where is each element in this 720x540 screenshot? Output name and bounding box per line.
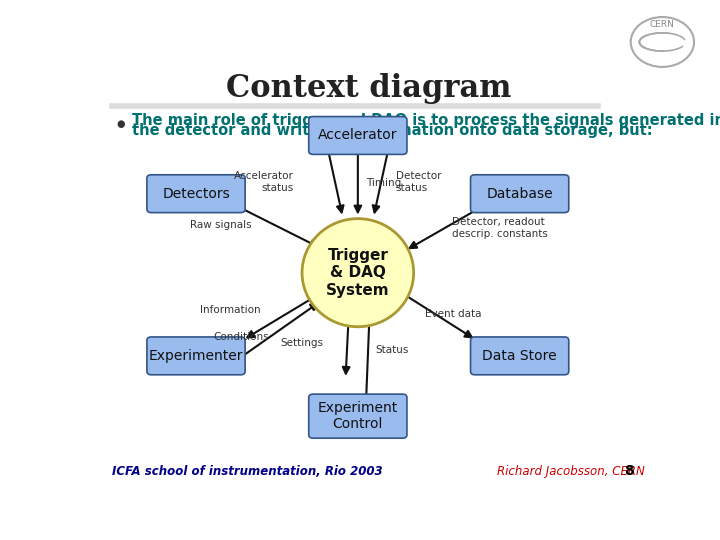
Text: Accelerator: Accelerator [318, 129, 397, 143]
Text: Detector, readout
descrip. constants: Detector, readout descrip. constants [451, 217, 547, 239]
Text: Detector
status: Detector status [396, 171, 441, 193]
Text: Event data: Event data [425, 309, 481, 319]
Text: Settings: Settings [280, 339, 323, 348]
FancyBboxPatch shape [147, 337, 245, 375]
FancyBboxPatch shape [471, 337, 569, 375]
FancyBboxPatch shape [147, 175, 245, 213]
FancyBboxPatch shape [309, 394, 407, 438]
Text: Detectors: Detectors [162, 187, 230, 201]
Text: Experimenter: Experimenter [149, 349, 243, 363]
Text: Status: Status [376, 345, 409, 355]
Text: Richard Jacobsson, CERN: Richard Jacobsson, CERN [498, 465, 645, 478]
Text: Experiment
Control: Experiment Control [318, 401, 398, 431]
Text: Context diagram: Context diagram [226, 73, 512, 104]
Text: Trigger
& DAQ
System: Trigger & DAQ System [326, 248, 390, 298]
Text: The main role of trigger and DAQ is to process the signals generated in: The main role of trigger and DAQ is to p… [132, 113, 720, 129]
FancyBboxPatch shape [471, 175, 569, 213]
Text: ●: ● [117, 119, 125, 129]
Text: Data Store: Data Store [482, 349, 557, 363]
Text: Database: Database [486, 187, 553, 201]
Text: 8: 8 [624, 464, 634, 478]
FancyBboxPatch shape [309, 117, 407, 154]
Text: Information: Information [199, 305, 260, 315]
Ellipse shape [302, 219, 413, 327]
Text: Accelerator
status: Accelerator status [234, 171, 294, 193]
Text: Timing: Timing [366, 178, 402, 188]
Text: CERN: CERN [650, 21, 675, 30]
Text: Conditions: Conditions [213, 332, 269, 342]
Text: Raw signals: Raw signals [190, 220, 252, 230]
Text: the detector and write the information onto data storage, but:: the detector and write the information o… [132, 123, 652, 138]
Text: ICFA school of instrumentation, Rio 2003: ICFA school of instrumentation, Rio 2003 [112, 465, 383, 478]
